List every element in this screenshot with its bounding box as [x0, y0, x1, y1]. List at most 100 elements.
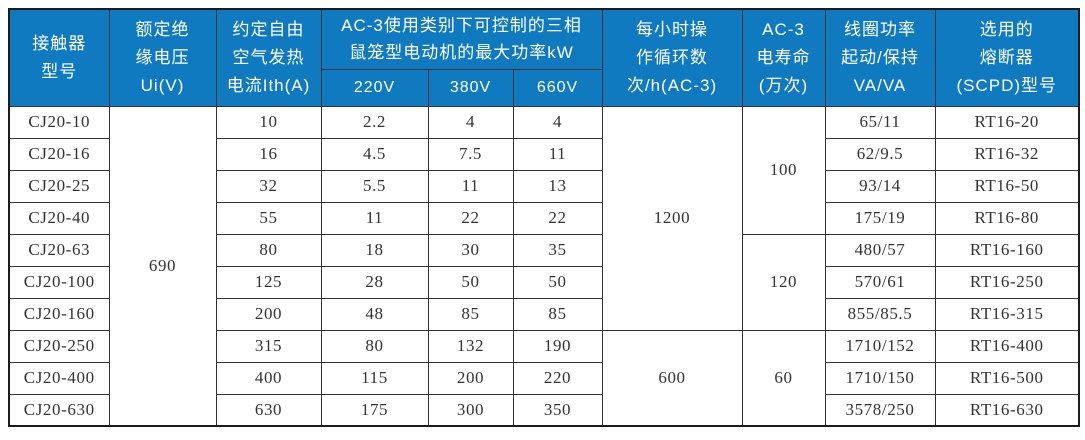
cell-fuse: RT16-630: [934, 393, 1080, 427]
cell-p220: 4.5: [320, 137, 429, 171]
cell-life-merged: 120: [741, 233, 826, 331]
header-line: 作循环数: [636, 47, 708, 67]
cell-model: CJ20-16: [8, 137, 110, 171]
table-row: CJ20-400 400 115 200 220 1710/150 RT16-5…: [8, 361, 1080, 395]
cell-p660: 220: [512, 361, 603, 395]
cell-coil: 1710/152: [824, 329, 936, 363]
cell-model: CJ20-100: [8, 265, 110, 299]
cell-life-merged: 100: [741, 105, 826, 235]
cell-cycles-merged: 600: [601, 329, 743, 427]
header-line: AC-3使用类别下可控制的三相: [341, 15, 582, 35]
header-line: 鼠笼型电动机的最大功率kW: [349, 43, 574, 63]
header-cycles: 每小时操 作循环数 次/h(AC-3): [601, 8, 743, 107]
header-line: 空气发热: [232, 47, 305, 67]
header-line: 缘电压: [135, 47, 190, 67]
header-ith: 约定自由 空气发热 电流Ith(A): [215, 8, 322, 107]
cell-p660: 190: [512, 329, 603, 363]
cell-ith: 315: [215, 329, 322, 363]
cell-p220: 48: [320, 297, 429, 331]
header-coil: 线圈功率 起动/保持 VA/VA: [824, 8, 936, 107]
cell-ith: 32: [215, 169, 322, 203]
cell-coil: 1710/150: [824, 361, 936, 395]
cell-model: CJ20-400: [8, 361, 110, 395]
header-line: 约定自由: [232, 20, 305, 40]
cell-coil: 62/9.5: [824, 137, 936, 171]
cell-p380: 4: [427, 105, 514, 139]
cell-model: CJ20-250: [8, 329, 110, 363]
header-line: 额定绝: [135, 20, 190, 40]
header-line: 每小时操: [636, 20, 708, 40]
cell-p660: 4: [512, 105, 603, 139]
cell-model: CJ20-160: [8, 297, 110, 331]
cell-p220: 2.2: [320, 105, 429, 139]
cell-p660: 85: [512, 297, 603, 331]
header-line: 次/h(AC-3): [626, 75, 718, 95]
cell-model: CJ20-40: [8, 201, 110, 235]
cell-fuse: RT16-400: [934, 329, 1080, 363]
cell-ith: 200: [215, 297, 322, 331]
header-line: 线圈功率: [844, 20, 916, 40]
cell-fuse: RT16-160: [934, 233, 1080, 267]
cell-cycles-merged: 1200: [601, 105, 743, 331]
header-line: 电寿命: [756, 47, 811, 67]
cell-model: CJ20-10: [8, 105, 110, 139]
header-line: (万次): [758, 75, 809, 95]
table-row: CJ20-630 630 175 300 350 3578/250 RT16-6…: [8, 393, 1080, 427]
cell-fuse: RT16-500: [934, 361, 1080, 395]
header-line: Ui(V): [140, 75, 185, 95]
cell-fuse: RT16-50: [934, 169, 1080, 203]
cell-fuse: RT16-20: [934, 105, 1080, 139]
header-660v: 660V: [512, 68, 603, 107]
cell-coil: 855/85.5: [824, 297, 936, 331]
cell-fuse: RT16-315: [934, 297, 1080, 331]
header-line: 电流Ith(A): [226, 75, 311, 95]
header-row-main: 接触器 型号 额定绝 缘电压 Ui(V) 约定自由 空气发热 电流Ith(A) …: [8, 8, 1080, 107]
header-line: 接触器: [32, 34, 87, 54]
cell-p380: 11: [427, 169, 514, 203]
cell-coil: 93/14: [824, 169, 936, 203]
cell-p380: 30: [427, 233, 514, 267]
cell-p220: 5.5: [320, 169, 429, 203]
cell-p220: 28: [320, 265, 429, 299]
cell-p660: 13: [512, 169, 603, 203]
header-line: VA/VA: [853, 75, 907, 95]
cell-ith: 55: [215, 201, 322, 235]
cell-p380: 50: [427, 265, 514, 299]
header-row-sub: 220V 380V 660V: [9, 68, 1079, 107]
cell-coil: 480/57: [824, 233, 936, 267]
cell-p220: 175: [320, 393, 429, 427]
header-220v: 220V: [320, 68, 429, 107]
cell-coil: 175/19: [824, 201, 936, 235]
cell-p660: 22: [512, 201, 603, 235]
cell-ith: 10: [215, 105, 322, 139]
table-header: 接触器 型号 额定绝 缘电压 Ui(V) 约定自由 空气发热 电流Ith(A) …: [8, 8, 1080, 107]
table-row: CJ20-250 315 80 132 190 600 60 1710/152 …: [8, 329, 1080, 427]
cell-ith: 125: [215, 265, 322, 299]
cell-model: CJ20-630: [8, 393, 110, 427]
header-ui: 额定绝 缘电压 Ui(V): [108, 8, 217, 107]
cell-p380: 132: [427, 329, 514, 363]
table-row: CJ20-16 16 4.5 7.5 11 62/9.5 RT16-32: [8, 137, 1080, 171]
cell-life-merged: 60: [741, 329, 826, 427]
cell-p220: 11: [320, 201, 429, 235]
cell-ith: 400: [215, 361, 322, 395]
cell-p380: 85: [427, 297, 514, 331]
header-line: 起动/保持: [841, 47, 919, 67]
table-row: CJ20-160 200 48 85 85 855/85.5 RT16-315: [8, 297, 1080, 331]
header-line: 选用的: [979, 20, 1034, 40]
cell-coil: 570/61: [824, 265, 936, 299]
cell-p220: 115: [320, 361, 429, 395]
header-line: (SCPD)型号: [956, 75, 1058, 95]
table-row: CJ20-100 125 28 50 50 570/61 RT16-250: [8, 265, 1080, 299]
header-power-group: AC-3使用类别下可控制的三相 鼠笼型电动机的最大功率kW: [320, 8, 603, 70]
cell-p220: 18: [320, 233, 429, 267]
cell-coil: 65/11: [824, 105, 936, 139]
header-line: AC-3: [762, 20, 805, 40]
cell-p660: 350: [512, 393, 603, 427]
table-row: CJ20-40 55 11 22 22 175/19 RT16-80: [8, 201, 1080, 235]
header-fuse: 选用的 熔断器 (SCPD)型号: [934, 8, 1080, 107]
header-life: AC-3 电寿命 (万次): [741, 8, 826, 107]
table-row: CJ20-63 80 18 30 35 120 480/57 RT16-160: [8, 233, 1080, 331]
cell-fuse: RT16-80: [934, 201, 1080, 235]
